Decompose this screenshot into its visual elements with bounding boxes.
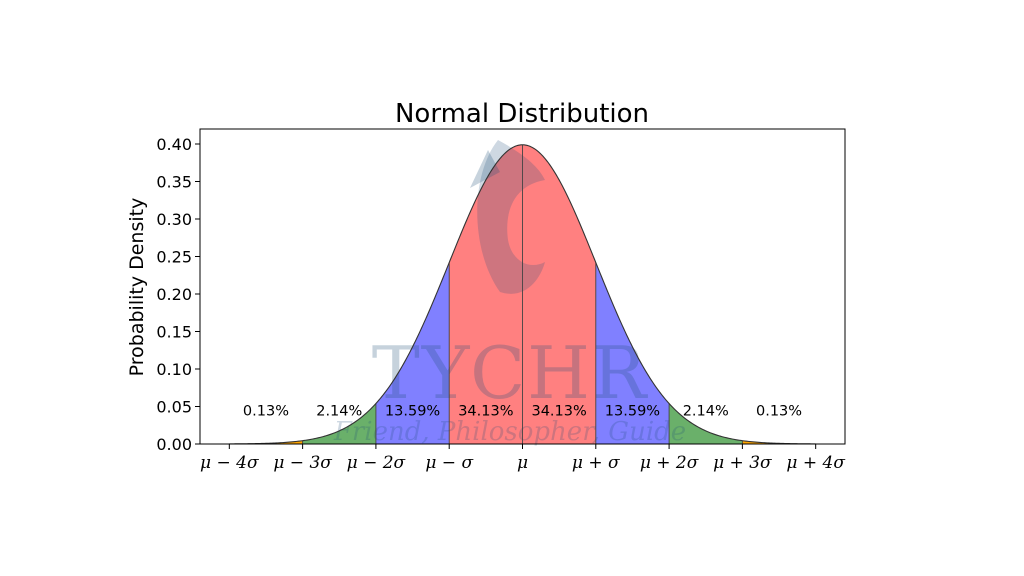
x-tick-label: μ − 4σ	[200, 453, 259, 473]
region-label-5: 34.13%	[531, 403, 586, 419]
y-axis: 0.00 0.05 0.10 0.15 0.20 0.25 0.30 0.35 0.40	[156, 135, 200, 454]
y-tick-label: 0.15	[156, 323, 192, 342]
watermark-logo-leaf	[470, 150, 500, 188]
y-tick-label: 0.35	[156, 173, 192, 192]
region-label-6: 13.59%	[605, 403, 660, 419]
x-tick-label: μ − 3σ	[273, 453, 332, 473]
region-7	[669, 403, 743, 444]
region-label-2: 2.14%	[316, 403, 362, 419]
x-tick-label: μ − 2σ	[347, 453, 406, 473]
region-label-8: 0.13%	[756, 403, 802, 419]
region-1	[229, 440, 303, 444]
chart-title: Normal Distribution	[395, 99, 649, 129]
y-tick-label: 0.20	[156, 285, 192, 304]
y-tick-label: 0.25	[156, 248, 192, 267]
density-curve	[229, 144, 816, 445]
x-tick-label: μ	[517, 453, 528, 473]
region-5	[522, 144, 596, 445]
region-label-4: 34.13%	[458, 403, 513, 419]
x-tick-label: μ + 3σ	[713, 453, 772, 473]
region-label-1: 0.13%	[243, 403, 289, 419]
watermark: TYCHR Friend, Philosopher, Guide	[333, 140, 686, 447]
y-tick-label: 0.05	[156, 398, 192, 417]
watermark-logo-mark	[477, 140, 545, 294]
percentage-labels: 0.13% 2.14% 13.59% 34.13% 34.13% 13.59% 2.14% 0…	[243, 403, 802, 419]
region-2	[302, 403, 376, 444]
y-tick-label: 0.00	[156, 435, 192, 454]
x-tick-label: μ + 2σ	[640, 453, 699, 473]
y-tick-label: 0.30	[156, 210, 192, 229]
y-tick-label: 0.10	[156, 360, 192, 379]
y-axis-label: Probability Density	[126, 198, 148, 377]
region-dividers	[302, 144, 743, 444]
region-4	[449, 144, 523, 445]
x-tick-label: μ + σ	[572, 453, 620, 473]
watermark-brand: TYCHR	[372, 331, 648, 415]
watermark-tagline: Friend, Philosopher, Guide	[333, 417, 686, 447]
x-tick-label: μ + 4σ	[786, 453, 845, 473]
region-label-3: 13.59%	[385, 403, 440, 419]
x-tick-label: μ − σ	[425, 453, 473, 473]
region-8	[742, 440, 816, 444]
y-tick-label: 0.40	[156, 135, 192, 154]
region-label-7: 2.14%	[683, 403, 729, 419]
x-axis: μ − 4σ μ − 3σ μ − 2σ μ − σ μ μ + σ μ + 2σ μ + 3…	[200, 444, 845, 473]
